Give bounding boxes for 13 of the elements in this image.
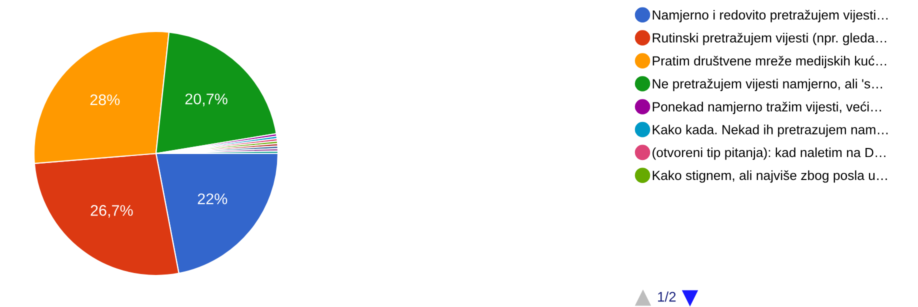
data-label: 26,7% — [90, 205, 133, 218]
legend-label: Namjerno i redovito pretražujem vijesti… — [652, 10, 888, 22]
legend-label: Kako stignem, ali najviše zbog posla u… — [652, 170, 887, 183]
legend-label: (otvoreni tip pitanja): kad naletim na D… — [652, 147, 886, 160]
data-label: 28% — [90, 94, 120, 106]
legend-label: Ponekad namjerno tražim vijesti, veći… — [652, 102, 881, 114]
data-label: 22% — [198, 193, 228, 204]
text: 1/2 — [658, 292, 676, 302]
data-label: 20,7% — [185, 94, 228, 106]
legend-label: Rutinski pretražujem vijesti (npr. gleda… — [652, 32, 886, 46]
legend-label: Pratim društvene mreže medijskih kuć… — [652, 56, 886, 68]
legend-label: Ne pretražujem vijesti namjerno, ali 's… — [652, 78, 882, 92]
legend-label: Kako kada. Nekad ih pretrazujem nam… — [652, 124, 888, 137]
